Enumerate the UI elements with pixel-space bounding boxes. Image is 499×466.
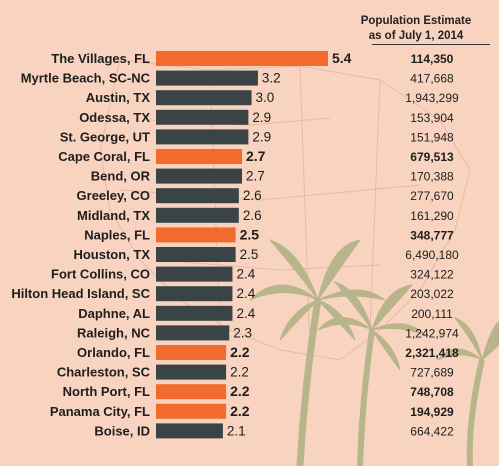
bar: [156, 70, 258, 86]
bar: [156, 188, 239, 204]
value-label: 2.2: [230, 365, 249, 380]
population-value: 277,670: [410, 189, 454, 203]
population-value: 1,242,974: [405, 326, 459, 340]
category-label: Charleston, SC: [57, 365, 151, 380]
population-value: 679,513: [410, 150, 454, 164]
category-label: Naples, FL: [84, 227, 150, 242]
category-label: Odessa, TX: [79, 110, 150, 125]
population-value: 324,122: [410, 268, 454, 282]
bar: [156, 207, 239, 223]
bar: [156, 129, 249, 145]
population-value: 161,290: [410, 209, 454, 223]
value-label: 2.5: [240, 226, 260, 242]
bar: [156, 109, 249, 125]
population-header: Population Estimate as of July 1, 2014: [360, 14, 472, 44]
bar: [156, 305, 233, 321]
population-value: 200,111: [411, 307, 453, 321]
value-label: 2.4: [236, 267, 255, 282]
bar: [156, 423, 223, 439]
value-label: 2.5: [240, 247, 259, 262]
population-value: 153,904: [410, 111, 454, 125]
header-divider: [372, 44, 490, 45]
value-label: 2.4: [236, 306, 255, 321]
category-label: Midland, TX: [77, 208, 150, 223]
bar: [156, 345, 227, 360]
value-label: 5.4: [332, 50, 352, 66]
category-label: Cape Coral, FL: [58, 149, 150, 164]
bar: [156, 403, 227, 419]
value-label: 2.6: [243, 208, 262, 223]
bar: [156, 149, 242, 164]
bar: [156, 51, 328, 66]
value-label: 2.4: [236, 286, 255, 301]
population-value: 1,943,299: [405, 91, 459, 105]
value-label: 2.2: [230, 344, 250, 360]
value-label: 2.9: [252, 129, 271, 144]
bar: [156, 384, 227, 400]
bar: [156, 364, 227, 380]
bar: [156, 247, 236, 262]
population-value: 748,708: [410, 385, 454, 399]
category-label: Raleigh, NC: [77, 325, 151, 340]
value-label: 2.2: [230, 403, 250, 419]
value-label: 2.1: [227, 423, 246, 438]
population-value: 203,022: [410, 287, 454, 301]
population-value: 170,388: [410, 170, 454, 184]
population-value: 664,422: [410, 424, 454, 438]
bar: [156, 266, 233, 282]
population-value: 194,929: [410, 405, 454, 419]
palm-tree-icon: [249, 238, 499, 466]
category-label: Daphne, AL: [78, 306, 150, 321]
bar: [156, 325, 230, 341]
category-label: Hilton Head Island, SC: [11, 286, 150, 301]
category-label: Orlando, FL: [77, 345, 150, 360]
value-label: 2.9: [252, 110, 271, 125]
category-label: Houston, TX: [73, 247, 150, 262]
category-label: Austin, TX: [86, 90, 151, 105]
value-label: 2.3: [233, 325, 252, 340]
population-value: 114,350: [411, 52, 454, 66]
category-label: The Villages, FL: [51, 51, 150, 66]
category-label: Boise, ID: [94, 423, 150, 438]
value-label: 3.0: [256, 90, 275, 105]
population-value: 2,321,418: [405, 346, 459, 360]
bar: [156, 227, 236, 243]
value-label: 2.7: [246, 169, 265, 184]
bar: [156, 90, 252, 106]
population-value: 6,490,180: [405, 248, 459, 262]
population-value: 348,777: [410, 228, 454, 242]
category-label: Panama City, FL: [50, 404, 150, 419]
category-label: Fort Collins, CO: [51, 267, 150, 282]
value-label: 2.7: [246, 148, 266, 164]
population-header-line1: Population Estimate: [360, 15, 472, 27]
category-label: North Port, FL: [63, 384, 150, 399]
bar: [156, 286, 233, 302]
value-label: 3.2: [262, 71, 281, 86]
category-label: Bend, OR: [91, 169, 151, 184]
value-label: 2.6: [243, 188, 262, 203]
bar: [156, 168, 242, 184]
category-label: Greeley, CO: [77, 188, 150, 203]
population-value: 151,948: [410, 130, 454, 144]
population-header-line2: as of July 1, 2014: [368, 30, 464, 42]
population-value: 417,668: [410, 72, 454, 86]
population-value: 727,689: [410, 366, 454, 380]
value-label: 2.2: [230, 383, 250, 399]
category-label: Myrtle Beach, SC-NC: [21, 71, 151, 86]
category-label: St. George, UT: [60, 129, 150, 144]
